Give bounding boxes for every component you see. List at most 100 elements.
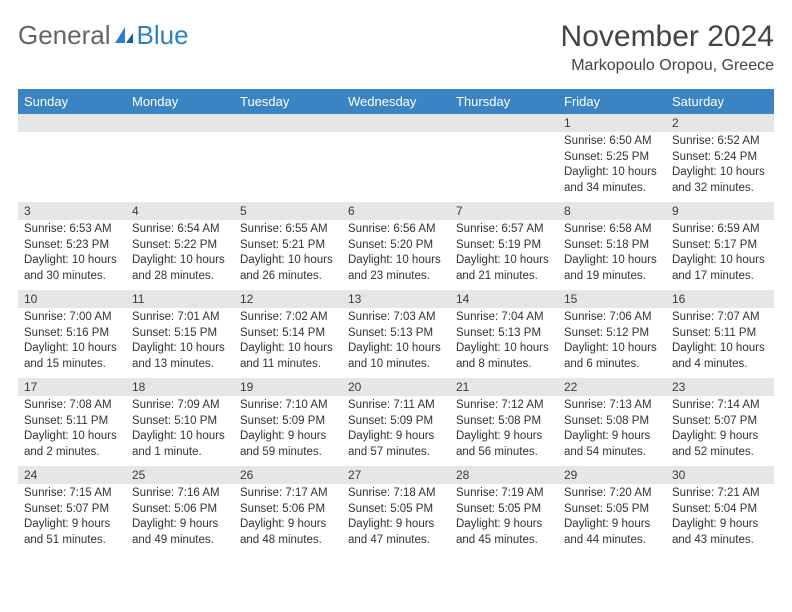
day-details: Sunrise: 7:00 AMSunset: 5:16 PMDaylight:… (18, 308, 126, 376)
daylight-text: Daylight: 9 hours and 57 minutes. (348, 429, 444, 460)
calendar-cell: 25Sunrise: 7:16 AMSunset: 5:06 PMDayligh… (126, 466, 234, 554)
day-number: 20 (342, 378, 450, 396)
day-number: 10 (18, 290, 126, 308)
day-details: Sunrise: 7:08 AMSunset: 5:11 PMDaylight:… (18, 396, 126, 464)
day-number: 8 (558, 202, 666, 220)
day-number: 21 (450, 378, 558, 396)
day-number: 11 (126, 290, 234, 308)
calendar-cell: 11Sunrise: 7:01 AMSunset: 5:15 PMDayligh… (126, 290, 234, 378)
day-details: Sunrise: 6:50 AMSunset: 5:25 PMDaylight:… (558, 132, 666, 200)
daylight-text: Daylight: 9 hours and 54 minutes. (564, 429, 660, 460)
calendar-cell: 21Sunrise: 7:12 AMSunset: 5:08 PMDayligh… (450, 378, 558, 466)
day-number: 29 (558, 466, 666, 484)
day-number: 6 (342, 202, 450, 220)
sunrise-text: Sunrise: 6:59 AM (672, 222, 768, 238)
day-number: 4 (126, 202, 234, 220)
sunset-text: Sunset: 5:19 PM (456, 238, 552, 254)
day-details: Sunrise: 6:58 AMSunset: 5:18 PMDaylight:… (558, 220, 666, 288)
calendar-cell (450, 114, 558, 202)
calendar-cell: 2Sunrise: 6:52 AMSunset: 5:24 PMDaylight… (666, 114, 774, 202)
sunrise-text: Sunrise: 7:15 AM (24, 486, 120, 502)
daylight-text: Daylight: 9 hours and 43 minutes. (672, 517, 768, 548)
calendar-cell: 28Sunrise: 7:19 AMSunset: 5:05 PMDayligh… (450, 466, 558, 554)
calendar-cell: 7Sunrise: 6:57 AMSunset: 5:19 PMDaylight… (450, 202, 558, 290)
calendar-cell: 9Sunrise: 6:59 AMSunset: 5:17 PMDaylight… (666, 202, 774, 290)
day-number-empty (234, 114, 342, 132)
calendar-cell: 6Sunrise: 6:56 AMSunset: 5:20 PMDaylight… (342, 202, 450, 290)
day-details: Sunrise: 7:11 AMSunset: 5:09 PMDaylight:… (342, 396, 450, 464)
calendar-cell: 30Sunrise: 7:21 AMSunset: 5:04 PMDayligh… (666, 466, 774, 554)
day-details: Sunrise: 6:52 AMSunset: 5:24 PMDaylight:… (666, 132, 774, 200)
day-number: 12 (234, 290, 342, 308)
sunset-text: Sunset: 5:20 PM (348, 238, 444, 254)
calendar-row: 10Sunrise: 7:00 AMSunset: 5:16 PMDayligh… (18, 290, 774, 378)
sunset-text: Sunset: 5:24 PM (672, 150, 768, 166)
daylight-text: Daylight: 9 hours and 52 minutes. (672, 429, 768, 460)
daylight-text: Daylight: 9 hours and 59 minutes. (240, 429, 336, 460)
day-details: Sunrise: 7:09 AMSunset: 5:10 PMDaylight:… (126, 396, 234, 464)
day-details: Sunrise: 7:10 AMSunset: 5:09 PMDaylight:… (234, 396, 342, 464)
day-number: 23 (666, 378, 774, 396)
daylight-text: Daylight: 10 hours and 4 minutes. (672, 341, 768, 372)
weekday-header: Wednesday (342, 89, 450, 114)
calendar-body: 1Sunrise: 6:50 AMSunset: 5:25 PMDaylight… (18, 114, 774, 554)
day-number: 30 (666, 466, 774, 484)
sunset-text: Sunset: 5:13 PM (348, 326, 444, 342)
day-number: 22 (558, 378, 666, 396)
calendar-cell (342, 114, 450, 202)
day-number: 19 (234, 378, 342, 396)
day-number: 18 (126, 378, 234, 396)
day-number: 13 (342, 290, 450, 308)
brand-text-2: Blue (137, 20, 189, 51)
day-details: Sunrise: 7:04 AMSunset: 5:13 PMDaylight:… (450, 308, 558, 376)
day-number-empty (450, 114, 558, 132)
day-details: Sunrise: 7:13 AMSunset: 5:08 PMDaylight:… (558, 396, 666, 464)
sunrise-text: Sunrise: 7:20 AM (564, 486, 660, 502)
sunset-text: Sunset: 5:14 PM (240, 326, 336, 342)
sunset-text: Sunset: 5:10 PM (132, 414, 228, 430)
day-details: Sunrise: 6:57 AMSunset: 5:19 PMDaylight:… (450, 220, 558, 288)
day-details: Sunrise: 7:03 AMSunset: 5:13 PMDaylight:… (342, 308, 450, 376)
calendar-cell: 17Sunrise: 7:08 AMSunset: 5:11 PMDayligh… (18, 378, 126, 466)
daylight-text: Daylight: 9 hours and 45 minutes. (456, 517, 552, 548)
daylight-text: Daylight: 10 hours and 13 minutes. (132, 341, 228, 372)
sunrise-text: Sunrise: 7:00 AM (24, 310, 120, 326)
sunrise-text: Sunrise: 6:57 AM (456, 222, 552, 238)
sunset-text: Sunset: 5:21 PM (240, 238, 336, 254)
sunrise-text: Sunrise: 6:52 AM (672, 134, 768, 150)
sunrise-text: Sunrise: 7:03 AM (348, 310, 444, 326)
sunset-text: Sunset: 5:08 PM (456, 414, 552, 430)
sunrise-text: Sunrise: 7:07 AM (672, 310, 768, 326)
daylight-text: Daylight: 9 hours and 48 minutes. (240, 517, 336, 548)
sunrise-text: Sunrise: 7:14 AM (672, 398, 768, 414)
calendar-cell: 20Sunrise: 7:11 AMSunset: 5:09 PMDayligh… (342, 378, 450, 466)
calendar-cell (234, 114, 342, 202)
calendar-cell: 3Sunrise: 6:53 AMSunset: 5:23 PMDaylight… (18, 202, 126, 290)
day-number: 14 (450, 290, 558, 308)
sail-icon (113, 25, 135, 47)
calendar-cell (18, 114, 126, 202)
sunrise-text: Sunrise: 6:56 AM (348, 222, 444, 238)
sunset-text: Sunset: 5:11 PM (672, 326, 768, 342)
day-number-empty (342, 114, 450, 132)
day-number: 26 (234, 466, 342, 484)
calendar-cell: 5Sunrise: 6:55 AMSunset: 5:21 PMDaylight… (234, 202, 342, 290)
calendar-cell: 10Sunrise: 7:00 AMSunset: 5:16 PMDayligh… (18, 290, 126, 378)
sunrise-text: Sunrise: 7:11 AM (348, 398, 444, 414)
calendar-cell: 8Sunrise: 6:58 AMSunset: 5:18 PMDaylight… (558, 202, 666, 290)
sunrise-text: Sunrise: 6:55 AM (240, 222, 336, 238)
sunset-text: Sunset: 5:25 PM (564, 150, 660, 166)
day-details: Sunrise: 7:19 AMSunset: 5:05 PMDaylight:… (450, 484, 558, 552)
daylight-text: Daylight: 10 hours and 17 minutes. (672, 253, 768, 284)
day-details: Sunrise: 7:21 AMSunset: 5:04 PMDaylight:… (666, 484, 774, 552)
daylight-text: Daylight: 10 hours and 2 minutes. (24, 429, 120, 460)
brand-logo: General Blue (18, 20, 189, 51)
daylight-text: Daylight: 10 hours and 19 minutes. (564, 253, 660, 284)
daylight-text: Daylight: 10 hours and 1 minute. (132, 429, 228, 460)
daylight-text: Daylight: 10 hours and 26 minutes. (240, 253, 336, 284)
sunset-text: Sunset: 5:17 PM (672, 238, 768, 254)
weekday-header: Monday (126, 89, 234, 114)
day-details: Sunrise: 7:06 AMSunset: 5:12 PMDaylight:… (558, 308, 666, 376)
day-number-empty (126, 114, 234, 132)
calendar-cell: 26Sunrise: 7:17 AMSunset: 5:06 PMDayligh… (234, 466, 342, 554)
